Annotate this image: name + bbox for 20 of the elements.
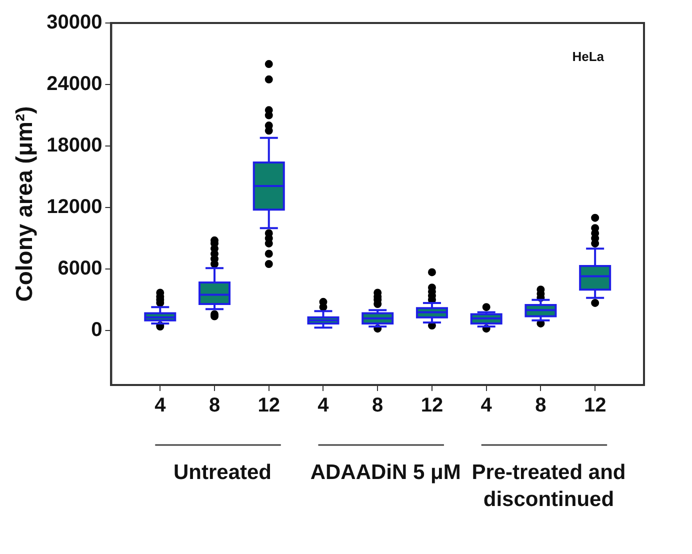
x-tick-label: 4 xyxy=(480,394,493,417)
x-tick-label: 12 xyxy=(420,394,444,417)
x-tick-label: 8 xyxy=(535,394,546,417)
text: Pre-treated and discontinued xyxy=(472,461,626,511)
text: Untreated xyxy=(173,461,272,484)
x-tick-label: 4 xyxy=(318,394,330,417)
x-tick-label: 12 xyxy=(258,394,280,417)
x-tick-label: 8 xyxy=(208,394,220,417)
x-tick-label: 4 xyxy=(154,394,167,417)
annotation: HeLa xyxy=(572,49,605,64)
x-tick-label: 12 xyxy=(584,394,606,417)
text: ADAADiN 5 μM xyxy=(310,461,461,484)
y-tick-label: 6000 xyxy=(58,258,102,280)
x-tick-label: 8 xyxy=(372,394,384,417)
y-tick-label: 18000 xyxy=(46,134,102,157)
y-tick-label: 12000 xyxy=(46,196,102,218)
y-tick-label: 30000 xyxy=(46,12,102,34)
y-axis-title: Colony area (μm²) xyxy=(11,106,38,302)
y-tick-label: 0 xyxy=(91,319,102,342)
y-tick-label: 24000 xyxy=(46,73,102,96)
